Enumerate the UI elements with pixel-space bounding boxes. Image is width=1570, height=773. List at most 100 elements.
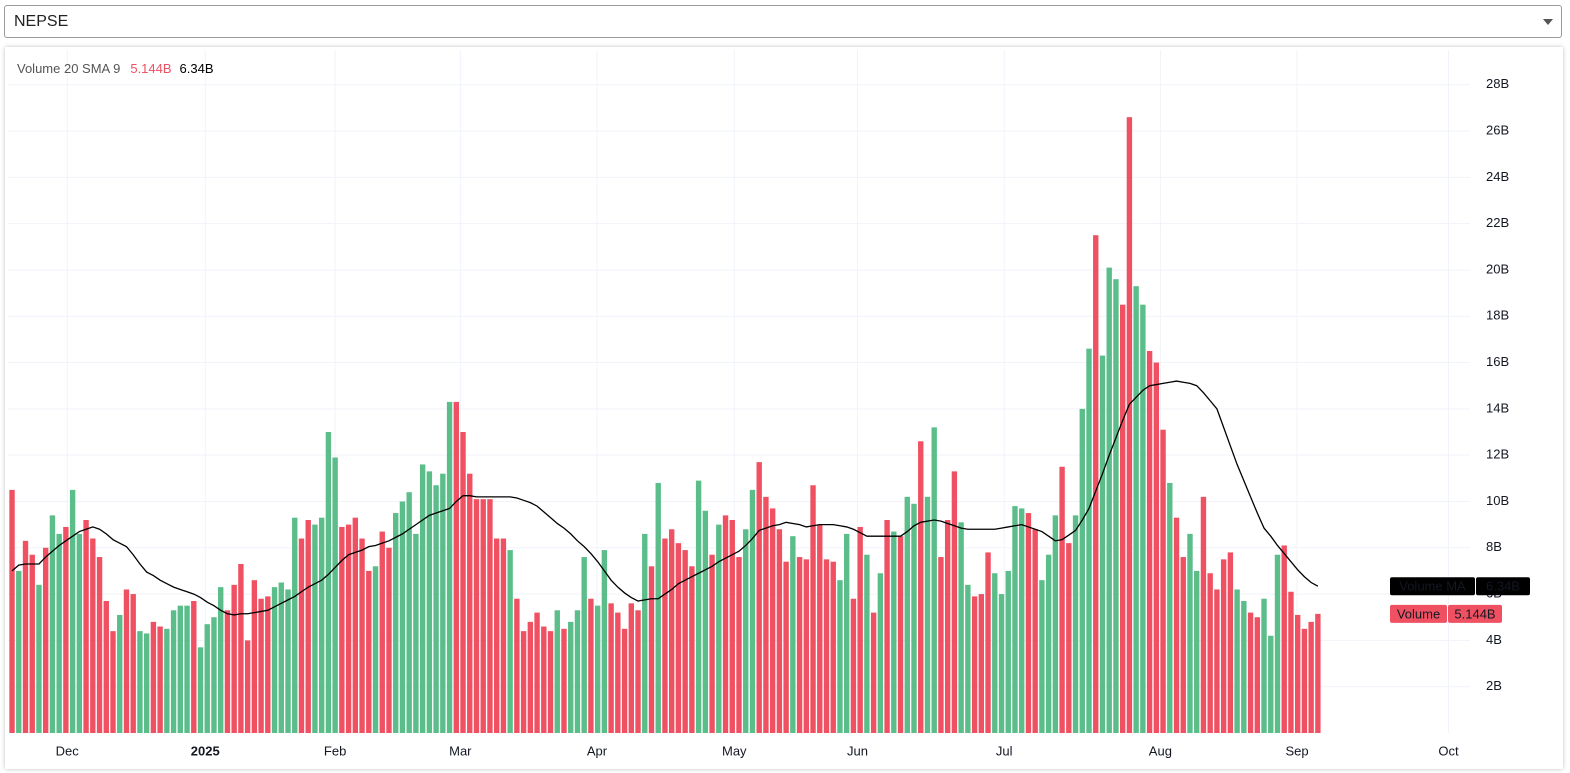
volume-bar <box>345 524 352 733</box>
volume-bar <box>218 587 224 733</box>
volume-bar <box>1247 612 1254 733</box>
symbol-select[interactable]: NEPSE <box>4 5 1562 38</box>
volume-bar <box>157 626 163 733</box>
volume-bar <box>675 543 682 733</box>
volume-bar <box>440 473 446 733</box>
volume-bar <box>1072 515 1079 733</box>
volume-bar <box>1167 482 1173 733</box>
volume-bar <box>1113 279 1119 733</box>
y-tick-label: 12B <box>1486 447 1509 462</box>
volume-bar <box>1288 591 1294 733</box>
x-tick-label: Mar <box>449 743 472 758</box>
volume-bar <box>547 631 554 733</box>
volume-bar <box>938 557 944 733</box>
volume-bar <box>1079 408 1085 733</box>
volume-bar <box>1227 552 1234 733</box>
y-tick-label: 10B <box>1486 493 1509 508</box>
volume-bar <box>56 533 62 733</box>
chart: Dec2025FebMarAprMayJunJulAugSepOct2B4B6B… <box>8 50 1530 758</box>
volume-bar <box>473 499 480 733</box>
x-tick-label: 2025 <box>191 743 220 758</box>
volume-bar <box>1025 513 1032 733</box>
volume-bar <box>1261 598 1267 733</box>
volume-bar <box>574 610 581 733</box>
volume-bar <box>823 559 830 733</box>
volume-bar <box>911 503 917 733</box>
volume-bar <box>1086 348 1092 733</box>
x-tick-label: Dec <box>56 743 80 758</box>
volume-bar <box>568 621 574 733</box>
volume-bar <box>1301 628 1308 733</box>
volume-bar <box>1106 267 1112 733</box>
volume-bar <box>817 524 823 733</box>
volume-bar <box>386 547 392 733</box>
volume-bar <box>9 489 15 733</box>
volume-bar <box>433 485 439 733</box>
volume-bar <box>29 554 35 733</box>
volume-bar <box>493 538 500 733</box>
volume-bar <box>796 557 803 733</box>
y-tick-label: 24B <box>1486 169 1509 184</box>
volume-bar <box>998 594 1005 733</box>
volume-bar <box>76 533 83 733</box>
volume-bar <box>292 517 298 733</box>
x-tick-label: Feb <box>324 743 346 758</box>
volume-bar <box>197 647 204 733</box>
volume-bar <box>520 631 527 733</box>
volume-bar <box>541 626 547 733</box>
x-tick-label: Jun <box>847 743 868 758</box>
volume-bar <box>1045 554 1052 733</box>
volume-bar <box>1012 506 1018 733</box>
last-label-value: 5.144B <box>1454 606 1495 621</box>
x-tick-label: Apr <box>587 743 608 758</box>
volume-bar <box>312 524 318 733</box>
volume-bar <box>1200 496 1207 733</box>
volume-bar <box>1234 589 1240 733</box>
volume-bar <box>184 605 190 733</box>
volume-bar <box>285 589 291 733</box>
volume-bar <box>877 573 884 733</box>
last-label-name-box <box>1390 577 1475 596</box>
volume-bar <box>594 605 601 733</box>
volume-bar <box>756 462 762 733</box>
volume-bar <box>870 612 877 733</box>
volume-bar <box>527 621 534 733</box>
y-tick-label: 22B <box>1486 215 1509 230</box>
x-tick-label: May <box>722 743 747 758</box>
volume-bar <box>1220 559 1227 733</box>
x-tick-label: Oct <box>1438 743 1459 758</box>
volume-bar <box>884 519 890 733</box>
volume-bar <box>864 554 870 733</box>
chart-panel: Dec2025FebMarAprMayJunJulAugSepOct2B4B6B… <box>5 47 1563 769</box>
last-label-name: Volume MA <box>1399 579 1466 594</box>
volume-bar <box>958 522 964 733</box>
volume-bar <box>689 566 695 733</box>
volume-bar <box>514 598 520 733</box>
volume-bar <box>621 628 628 733</box>
x-tick-label: Aug <box>1149 743 1172 758</box>
volume-bar <box>581 557 587 733</box>
volume-bar <box>305 519 311 733</box>
volume-bar <box>601 550 608 733</box>
volume-bar <box>837 580 843 733</box>
volume-bar <box>49 515 56 733</box>
volume-bar <box>743 529 749 733</box>
volume-bar <box>1173 517 1180 733</box>
volume-bar <box>763 496 769 733</box>
volume-bar <box>1126 117 1133 733</box>
volume-bar <box>1052 515 1059 733</box>
volume-bar <box>265 596 271 733</box>
volume-bar <box>749 489 756 733</box>
volume-bar <box>554 610 560 733</box>
legend-volume-value: 5.144B <box>130 61 171 76</box>
volume-bar <box>1099 355 1106 733</box>
volume-bar <box>251 580 258 733</box>
volume-bar <box>944 519 951 733</box>
volume-bar <box>406 492 412 733</box>
volume-bar <box>36 584 42 733</box>
volume-bar <box>810 485 816 733</box>
volume-bar <box>366 570 372 733</box>
volume-bar <box>736 557 742 733</box>
y-tick-label: 28B <box>1486 76 1509 91</box>
volume-bar <box>1133 286 1139 733</box>
